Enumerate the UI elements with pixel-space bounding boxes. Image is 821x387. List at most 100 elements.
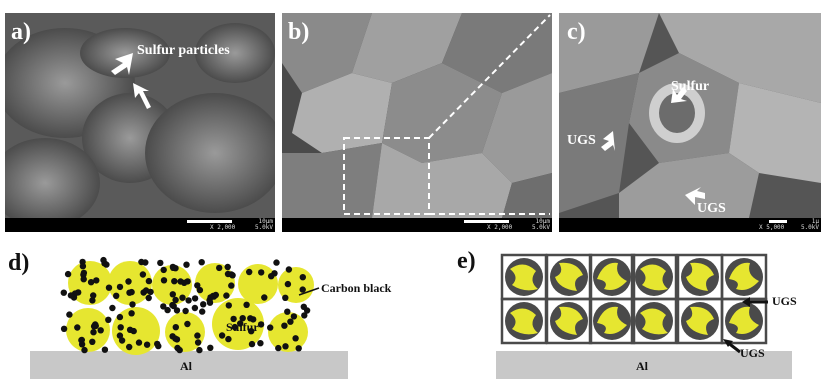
ugs-label-bottom-e: UGS xyxy=(740,346,765,360)
carbon-black-particle xyxy=(100,256,107,264)
carbon-black-particle xyxy=(246,268,253,276)
carbon-black-particle xyxy=(230,315,237,323)
ugs-label-left: UGS xyxy=(567,133,596,148)
panel-label-e: e) xyxy=(457,248,476,274)
carbon-black-particle xyxy=(257,321,265,328)
carbon-black-particle xyxy=(173,307,181,314)
sulfur-core xyxy=(555,262,583,291)
carbon-black-particle xyxy=(135,339,143,346)
carbon-black-particle xyxy=(118,337,126,344)
arrow-icons-a xyxy=(111,53,151,109)
carbon-black-particle xyxy=(179,294,186,301)
sem-panel-a: a) Sulfur particles 10μm X 2,000 5.0kV xyxy=(5,13,275,232)
carbon-black-particle xyxy=(218,332,226,339)
carbon-black-particle xyxy=(225,335,232,343)
sulfur-particles-label: Sulfur particles xyxy=(137,43,230,58)
carbon-black-particles xyxy=(60,256,311,354)
carbon-black-particle xyxy=(66,311,73,318)
carbon-black-particle xyxy=(90,329,97,336)
carbon-black-particle xyxy=(285,266,293,273)
carbon-black-particle xyxy=(301,312,308,319)
sulfur-particle xyxy=(165,312,205,352)
carbon-black-particle xyxy=(224,263,231,271)
carbon-black-particle xyxy=(282,294,289,301)
arrow-icon xyxy=(685,187,705,205)
carbon-black-particle xyxy=(145,294,152,302)
sulfur-core xyxy=(729,262,759,290)
carbon-black-particle xyxy=(248,340,256,348)
carbon-black-particle xyxy=(196,346,203,354)
arrow-icon xyxy=(742,297,750,307)
sulfur-label-d: Sulfur xyxy=(226,320,259,334)
carbon-black-particle xyxy=(231,323,238,331)
carbon-black-particle xyxy=(105,284,113,291)
carbon-black-particle xyxy=(191,295,199,302)
carbon-black-particle xyxy=(292,335,299,342)
carbon-black-particle xyxy=(113,292,120,299)
carbon-black-particle xyxy=(97,327,104,334)
carbon-black-particle xyxy=(268,273,275,280)
carbon-black-particle xyxy=(182,307,189,315)
ugs-label-top: UGS xyxy=(772,294,797,308)
carbon-black-particle xyxy=(223,292,230,299)
carbon-black-particle xyxy=(80,269,88,277)
arrow-icon xyxy=(111,53,133,75)
carbon-black-particle xyxy=(247,315,254,322)
carbon-black-particle xyxy=(128,288,135,296)
substrate-label-e: Al xyxy=(636,359,648,373)
sem-info-bar-c xyxy=(559,218,821,232)
panel-label-a: a) xyxy=(11,19,31,45)
carbon-black-particle xyxy=(216,264,223,272)
voltage-c: 5.0kV xyxy=(800,224,819,231)
carbon-black-particle xyxy=(282,343,289,350)
ugs-sheet xyxy=(588,297,636,345)
scale-bar xyxy=(187,220,232,223)
sulfur-core xyxy=(686,306,714,335)
carbon-black-particle xyxy=(128,310,135,317)
ugs-label-bottom: UGS xyxy=(697,201,726,216)
carbon-black-particle xyxy=(109,304,116,312)
sulfur-particle xyxy=(66,308,110,352)
carbon-black-label: Carbon black xyxy=(321,281,392,295)
ugs-wrapped-sulfur xyxy=(500,253,768,345)
carbon-black-particle xyxy=(290,313,298,320)
carbon-black-particle xyxy=(160,266,167,274)
carbon-black-particle xyxy=(125,278,132,285)
carbon-black-particle xyxy=(172,335,179,342)
carbon-black-particle xyxy=(183,261,190,268)
sulfur-core xyxy=(640,308,668,335)
carbon-black-particle xyxy=(89,338,96,345)
carbon-black-particle xyxy=(284,280,292,288)
carbon-black-particle xyxy=(181,279,188,286)
carbon-black-particle xyxy=(169,291,176,298)
schematic-panel-d: d) Carbon black Sulfur Al xyxy=(0,238,400,382)
magnification-b: X 2,000 xyxy=(487,224,513,231)
carbon-black-particle xyxy=(281,322,288,329)
carbon-black-particle xyxy=(295,345,302,352)
carbon-black-particle xyxy=(142,259,149,266)
carbon-black-particle xyxy=(225,302,232,309)
carbon-black-particle xyxy=(170,264,177,271)
carbon-black-particle xyxy=(116,332,124,339)
carbon-black-particle xyxy=(78,337,85,344)
carbon-black-particle xyxy=(229,272,236,279)
sulfur-core xyxy=(510,264,538,291)
magnification-a: X 2,000 xyxy=(210,224,236,231)
sem-panel-c: c) Sulfur UGS UGS 1μ X 5,000 5.0kV xyxy=(559,13,821,232)
sulfur-core xyxy=(597,262,627,290)
carbon-black-particle xyxy=(87,279,95,286)
carbon-black-particle xyxy=(160,303,167,310)
carbon-black-particle xyxy=(117,324,124,331)
sulfur-core xyxy=(686,262,714,291)
carbon-black-particle xyxy=(191,304,199,312)
carbon-black-particle xyxy=(184,320,191,328)
carbon-black-particle xyxy=(171,278,178,285)
carbon-black-particle xyxy=(145,277,153,285)
magnification-c: X 5,000 xyxy=(759,224,785,231)
carbon-black-particle xyxy=(207,344,214,351)
arrow-icon xyxy=(133,83,151,109)
sulfur-core xyxy=(729,306,759,334)
carbon-black-particle xyxy=(176,346,183,354)
sulfur-core xyxy=(640,264,668,291)
voltage-b: 5.0kV xyxy=(531,224,550,231)
